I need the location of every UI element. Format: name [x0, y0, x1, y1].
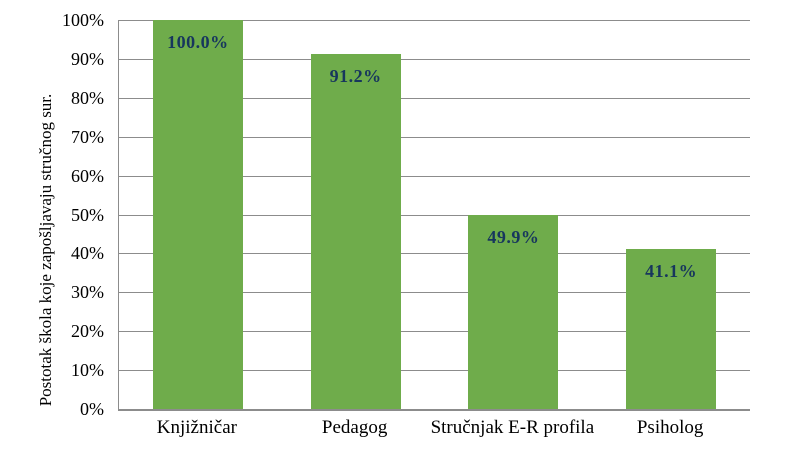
x-category-label: Knjižničar — [156, 417, 237, 438]
y-tick-label: 10% — [71, 360, 104, 381]
gridline — [119, 136, 750, 138]
y-tick-label: 80% — [71, 87, 104, 108]
bar-value-label: 91.2% — [329, 66, 382, 87]
x-category-label: Pedagog — [321, 417, 388, 438]
gridline — [119, 20, 750, 21]
gridline — [119, 331, 750, 333]
plot-area: 100.0% 91.2% 49.9% 41.1% — [118, 20, 750, 411]
gridline — [119, 370, 750, 372]
y-tick-label: 50% — [71, 204, 104, 225]
y-tick-label: 40% — [71, 243, 104, 264]
y-tick-label: 90% — [71, 48, 104, 69]
y-tick-label: 30% — [71, 282, 104, 303]
x-category-label: Stručnjak E-R profila — [430, 417, 595, 438]
y-tick-label: 70% — [71, 126, 104, 147]
bar-value-label: 100.0% — [167, 32, 229, 52]
gridline — [119, 214, 750, 216]
bar: 100.0% — [152, 20, 243, 409]
gridline — [119, 175, 750, 177]
gridline — [119, 292, 750, 294]
gridline — [119, 58, 750, 60]
y-tick-label: 100% — [62, 10, 104, 30]
y-tick-label: 20% — [71, 321, 104, 342]
gridline — [119, 253, 750, 255]
y-tick-label: 60% — [71, 165, 104, 186]
bar-value-label: 49.9% — [487, 226, 540, 247]
gridline — [119, 97, 750, 99]
x-category-label: Psiholog — [636, 417, 704, 438]
bar: 49.9% — [468, 214, 559, 409]
bar: 41.1% — [626, 249, 717, 409]
y-tick-label: 0% — [80, 399, 104, 419]
bar-value-label: 41.1% — [645, 261, 698, 282]
bar: 91.2% — [310, 54, 401, 409]
